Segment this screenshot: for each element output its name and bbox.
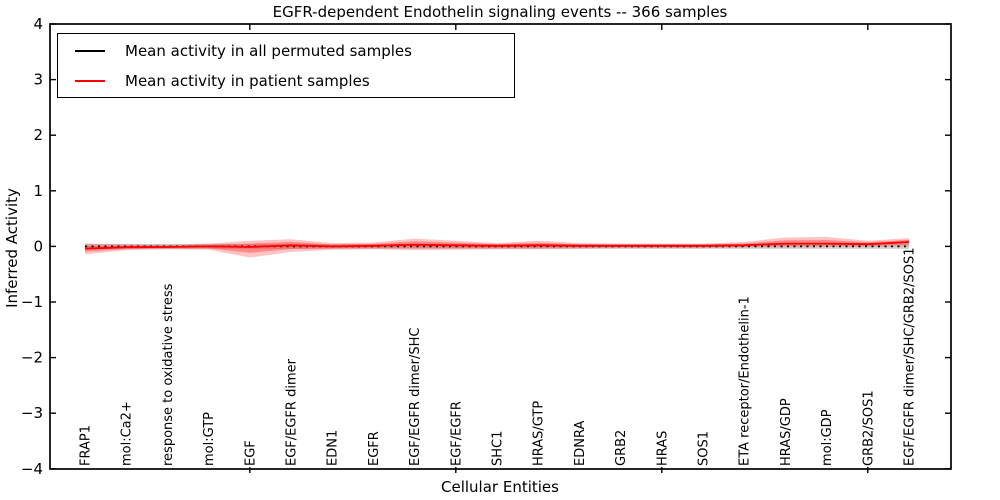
entity-label: GRB2/SOS1 (861, 390, 876, 466)
entity-label: mol:GTP (202, 412, 217, 466)
legend-entry-patient: Mean activity in patient samples (58, 66, 514, 96)
entity-label: EGF/EGFR dimer/SHC/GRB2/SOS1 (903, 248, 918, 467)
entity-label: mol:Ca2+ (120, 401, 135, 466)
chart-title: EGFR-dependent Endothelin signaling even… (272, 3, 728, 21)
entity-label: FRAP1 (79, 425, 94, 466)
legend-label: Mean activity in patient samples (125, 71, 370, 90)
legend: Mean activity in all permuted samples Me… (57, 33, 515, 98)
y-tick-label: 3 (33, 71, 43, 89)
y-tick-label: −1 (21, 293, 43, 311)
entity-label: ETA receptor/Endothelin-1 (738, 296, 753, 466)
entity-label: EGF/EGFR (449, 401, 464, 466)
entity-label: EGF (243, 440, 258, 466)
band-patient-samples-outer-band (85, 236, 909, 258)
legend-entry-permuted: Mean activity in all permuted samples (58, 36, 514, 66)
y-tick-label: 4 (33, 15, 43, 33)
y-tick-label: −3 (21, 404, 43, 422)
x-axis-label: Cellular Entities (441, 478, 559, 496)
entity-label: EGF/EGFR dimer/SHC (408, 328, 423, 466)
entity-label: SHC1 (491, 431, 506, 466)
line-patient-mean (84, 241, 910, 250)
entity-label: response to oxidative stress (161, 283, 176, 466)
plot-frame (49, 23, 952, 470)
entity-label: GRB2 (614, 430, 629, 466)
entity-label: SOS1 (697, 431, 712, 466)
legend-line-black-icon (75, 49, 105, 52)
entity-label: EDNRA (573, 421, 588, 466)
legend-line-red-icon (75, 79, 105, 82)
entity-label: EDN1 (326, 430, 341, 466)
y-axis-label: Inferred Activity (3, 188, 21, 308)
legend-label: Mean activity in all permuted samples (125, 41, 412, 60)
y-tick-label: 2 (33, 126, 43, 144)
y-tick-label: −4 (21, 460, 43, 478)
y-tick-label: 1 (33, 182, 43, 200)
entity-label: HRAS/GDP (779, 398, 794, 466)
y-tick-label: −2 (21, 349, 43, 367)
y-tick-label: 0 (33, 237, 43, 255)
entity-label: EGF/EGFR dimer (285, 358, 300, 466)
entity-label: mol:GDP (820, 409, 835, 466)
entity-label: EGFR (367, 431, 382, 466)
entity-label: HRAS/GTP (532, 401, 547, 466)
entity-label: HRAS (655, 431, 670, 466)
